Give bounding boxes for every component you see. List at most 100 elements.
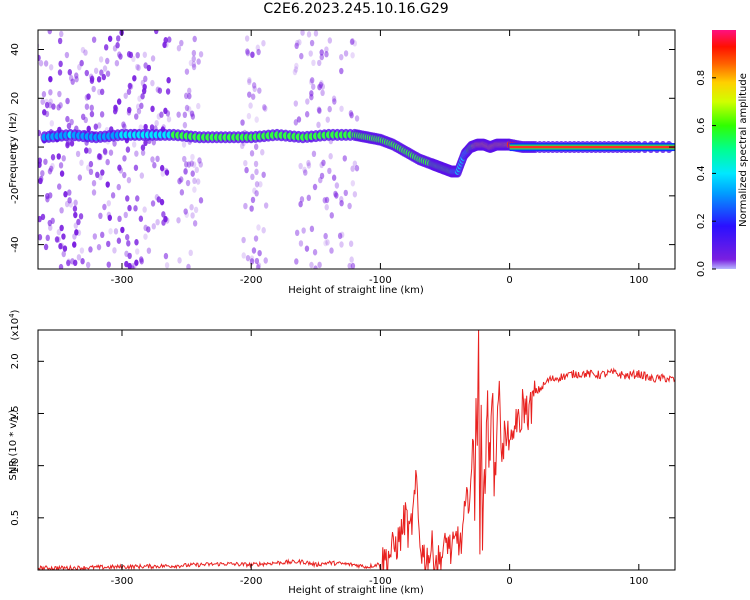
noise-point <box>83 116 88 124</box>
noise-point <box>140 93 145 100</box>
noise-point <box>59 207 64 214</box>
noise-point <box>250 173 255 181</box>
colorbar-tick-label: 0.4 <box>696 165 707 181</box>
noise-point <box>157 87 163 94</box>
noise-point <box>89 104 94 112</box>
noise-point <box>97 122 102 129</box>
noise-point <box>294 258 299 265</box>
noise-point <box>191 61 197 68</box>
spectrogram-y-axis-label: Frequency (Hz) <box>8 112 19 188</box>
noise-point <box>249 150 255 157</box>
noise-point <box>292 68 298 76</box>
noise-point <box>56 153 61 160</box>
noise-point <box>319 172 325 180</box>
noise-point <box>252 187 257 194</box>
noise-point <box>342 155 347 162</box>
noise-point <box>190 153 195 161</box>
noise-point <box>240 119 245 126</box>
noise-point <box>354 165 360 172</box>
noise-point <box>327 105 332 113</box>
noise-point <box>192 186 197 193</box>
noise-point <box>347 262 352 269</box>
noise-point <box>125 146 131 153</box>
noise-point <box>66 259 71 267</box>
noise-point <box>149 124 155 131</box>
noise-point <box>77 174 83 181</box>
noise-point <box>186 161 192 168</box>
noise-point <box>349 112 354 119</box>
noise-point <box>313 265 318 269</box>
noise-point <box>135 248 140 255</box>
noise-point <box>117 164 122 171</box>
noise-point <box>58 263 64 269</box>
noise-point <box>253 143 259 150</box>
noise-point <box>155 86 161 93</box>
noise-point <box>317 107 322 114</box>
noise-point <box>241 236 246 244</box>
noise-point <box>261 227 266 234</box>
noise-point <box>306 162 312 169</box>
noise-point <box>256 48 261 56</box>
noise-point <box>86 125 91 133</box>
noise-point <box>301 227 306 234</box>
noise-point <box>313 30 319 37</box>
noise-point <box>189 160 194 167</box>
noise-point <box>198 161 203 168</box>
noise-point <box>126 109 132 116</box>
noise-point <box>43 243 49 251</box>
noise-point <box>339 231 345 239</box>
noise-point <box>319 49 324 56</box>
noise-point <box>263 105 268 112</box>
noise-point <box>306 159 311 167</box>
noise-point <box>108 228 113 235</box>
noise-point <box>256 224 261 231</box>
noise-point <box>339 105 344 112</box>
noise-point <box>54 236 60 243</box>
noise-point <box>89 110 95 118</box>
noise-point <box>187 92 192 100</box>
colorbar-ticks: 0.0 0.2 0.4 0.6 0.8 <box>696 70 716 277</box>
noise-point <box>349 38 355 46</box>
noise-point <box>113 228 119 235</box>
noise-point <box>75 150 81 158</box>
noise-point <box>254 180 260 188</box>
noise-point <box>67 197 72 204</box>
spectrogram-noise-points <box>33 30 360 269</box>
noise-point <box>254 257 260 265</box>
noise-point <box>73 211 78 219</box>
noise-point <box>261 40 266 47</box>
noise-point <box>47 168 53 175</box>
noise-point <box>298 200 303 208</box>
noise-point <box>133 205 138 212</box>
noise-point <box>162 41 167 49</box>
noise-point <box>151 223 156 230</box>
noise-point <box>65 115 70 123</box>
noise-point <box>134 150 139 157</box>
noise-point <box>43 60 49 67</box>
noise-point <box>105 158 110 166</box>
noise-point <box>57 69 63 76</box>
noise-point <box>331 95 337 102</box>
noise-point <box>33 205 37 211</box>
noise-point <box>38 42 40 49</box>
noise-point <box>84 69 89 77</box>
noise-point <box>306 31 312 38</box>
noise-point <box>324 204 329 211</box>
noise-point <box>86 93 91 100</box>
noise-point <box>48 98 53 105</box>
noise-point <box>91 36 97 43</box>
noise-point <box>185 179 191 187</box>
noise-point <box>256 262 262 269</box>
noise-point <box>116 35 121 42</box>
noise-point <box>159 164 165 172</box>
noise-point <box>139 258 144 265</box>
noise-point <box>254 190 259 197</box>
noise-point <box>299 52 304 60</box>
noise-point <box>191 49 197 57</box>
noise-point <box>102 147 108 155</box>
noise-point <box>251 247 257 254</box>
noise-point <box>98 56 104 63</box>
noise-point <box>152 162 157 169</box>
noise-point <box>72 205 78 212</box>
